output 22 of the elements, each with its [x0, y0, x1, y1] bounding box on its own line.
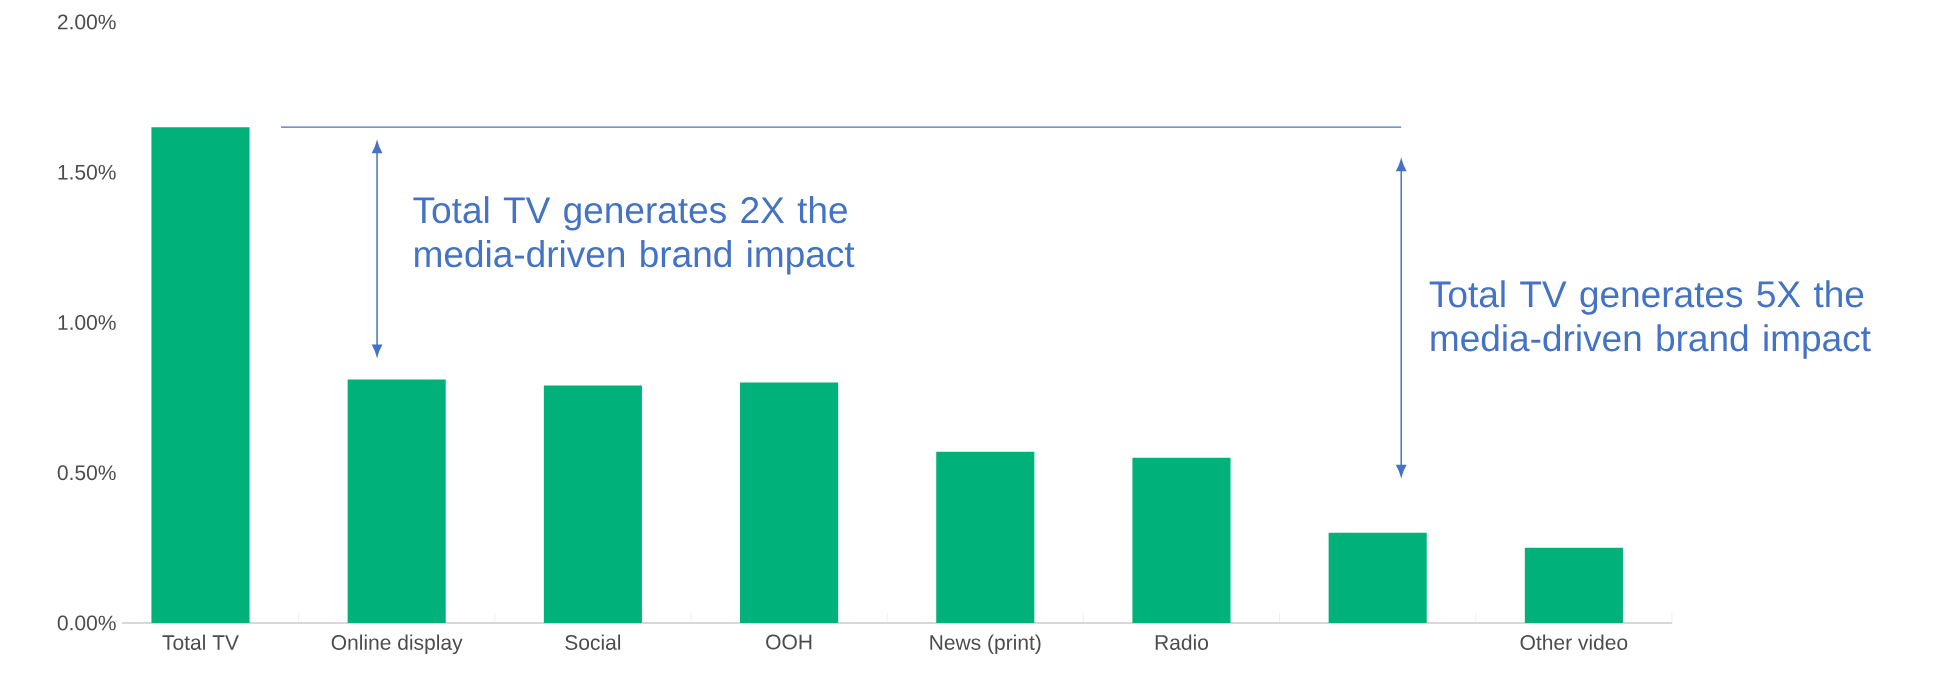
x-tick-label: OOH	[766, 634, 812, 650]
y-tick-label: 2.00%	[57, 14, 116, 30]
bar	[1328, 532, 1427, 623]
x-tick-label: Radio	[1155, 634, 1209, 650]
bar	[1132, 457, 1231, 623]
x-tick-label: Other video	[1520, 634, 1628, 650]
y-tick-label: 0.00%	[57, 615, 116, 631]
bar	[151, 127, 250, 623]
x-tick-label: Online display	[331, 634, 463, 655]
x-tick-label: News (print)	[930, 634, 1041, 655]
bar	[347, 379, 446, 623]
annotation: Total TV generates 2X the media-driven brand impact	[413, 196, 855, 275]
bar	[1524, 547, 1623, 623]
bar	[543, 385, 642, 623]
annotation: Total TV generates 5X the media-driven brand impact	[1429, 280, 1871, 359]
x-tick-label: Total TV	[162, 634, 239, 650]
x-tick-label: Social	[565, 634, 621, 650]
bar	[936, 451, 1035, 623]
y-tick-label: 0.50%	[57, 465, 116, 481]
y-tick-label: 1.00%	[58, 315, 116, 330]
y-tick-label: 1.50%	[58, 164, 116, 180]
bar	[740, 382, 839, 623]
